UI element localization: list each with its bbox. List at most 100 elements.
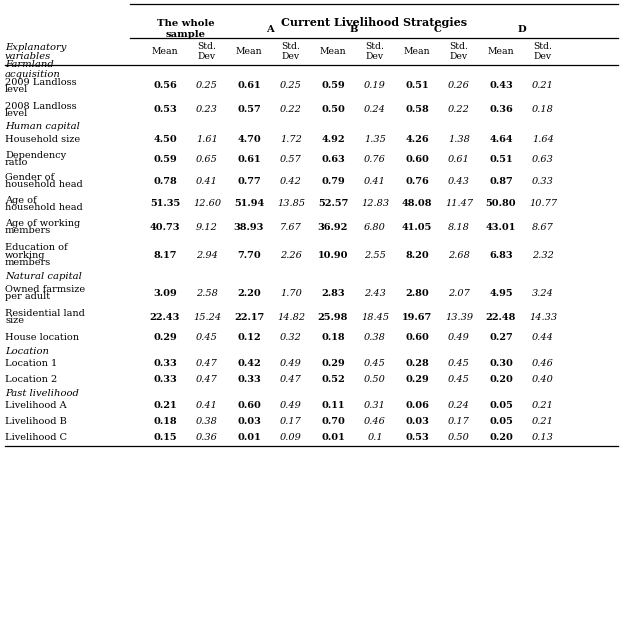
Text: 0.45: 0.45 (448, 375, 470, 384)
Text: 0.45: 0.45 (364, 360, 386, 369)
Text: B: B (350, 25, 358, 33)
Text: 0.09: 0.09 (280, 433, 302, 442)
Text: 0.50: 0.50 (448, 433, 470, 442)
Text: 0.43: 0.43 (489, 81, 513, 91)
Text: 0.33: 0.33 (532, 176, 554, 185)
Text: 0.53: 0.53 (405, 433, 429, 442)
Text: Current Livelihood Strategies: Current Livelihood Strategies (281, 18, 467, 28)
Text: Std.
Dev: Std. Dev (534, 42, 553, 61)
Text: level: level (5, 85, 28, 94)
Text: 0.60: 0.60 (237, 401, 261, 411)
Text: 0.28: 0.28 (405, 360, 429, 369)
Text: 0.51: 0.51 (489, 154, 513, 164)
Text: 41.05: 41.05 (402, 222, 432, 231)
Text: 0.38: 0.38 (196, 418, 218, 427)
Text: 12.60: 12.60 (193, 200, 221, 209)
Text: 52.57: 52.57 (318, 200, 348, 209)
Text: 2.43: 2.43 (364, 289, 386, 297)
Text: Household size: Household size (5, 135, 80, 144)
Text: 0.50: 0.50 (364, 375, 386, 384)
Text: 0.87: 0.87 (489, 176, 513, 185)
Text: 8.67: 8.67 (532, 222, 554, 231)
Text: 0.13: 0.13 (532, 433, 554, 442)
Text: 48.08: 48.08 (402, 200, 432, 209)
Text: Farmland
acquisition: Farmland acquisition (5, 60, 61, 79)
Text: 0.21: 0.21 (532, 81, 554, 91)
Text: 2.07: 2.07 (448, 289, 470, 297)
Text: 0.52: 0.52 (321, 375, 345, 384)
Text: 0.24: 0.24 (448, 401, 470, 411)
Text: 1.64: 1.64 (532, 135, 554, 144)
Text: 2.26: 2.26 (280, 251, 302, 260)
Text: Std.
Dev: Std. Dev (197, 42, 217, 61)
Text: 2008 Landloss: 2008 Landloss (5, 102, 77, 111)
Text: Age of working: Age of working (5, 219, 80, 228)
Text: 0.57: 0.57 (280, 154, 302, 164)
Text: household head: household head (5, 180, 83, 189)
Text: 0.21: 0.21 (153, 401, 177, 411)
Text: 0.20: 0.20 (489, 375, 513, 384)
Text: 0.27: 0.27 (489, 333, 513, 342)
Text: 0.11: 0.11 (322, 401, 345, 411)
Text: 0.32: 0.32 (280, 333, 302, 342)
Text: 0.53: 0.53 (153, 105, 177, 115)
Text: Explanatory: Explanatory (5, 43, 67, 52)
Text: members: members (5, 258, 51, 267)
Text: 0.49: 0.49 (280, 401, 302, 411)
Text: 0.60: 0.60 (405, 333, 429, 342)
Text: Std.
Dev: Std. Dev (365, 42, 384, 61)
Text: 0.33: 0.33 (153, 360, 177, 369)
Text: 0.41: 0.41 (196, 176, 218, 185)
Text: 14.33: 14.33 (529, 312, 557, 321)
Text: Dependency: Dependency (5, 151, 66, 160)
Text: 0.49: 0.49 (448, 333, 470, 342)
Text: 2.32: 2.32 (532, 251, 554, 260)
Text: 0.25: 0.25 (196, 81, 218, 91)
Text: 1.70: 1.70 (280, 289, 302, 297)
Text: 0.43: 0.43 (448, 176, 470, 185)
Text: A: A (266, 25, 274, 33)
Text: 13.39: 13.39 (445, 312, 473, 321)
Text: 38.93: 38.93 (234, 222, 264, 231)
Text: 0.26: 0.26 (448, 81, 470, 91)
Text: 8.17: 8.17 (153, 251, 176, 260)
Text: 0.51: 0.51 (405, 81, 429, 91)
Text: Owned farmsize: Owned farmsize (5, 285, 85, 294)
Text: Natural capital: Natural capital (5, 272, 82, 281)
Text: 7.70: 7.70 (237, 251, 261, 260)
Text: members: members (5, 226, 51, 235)
Text: 0.15: 0.15 (153, 433, 177, 442)
Text: 2.55: 2.55 (364, 251, 386, 260)
Text: 11.47: 11.47 (445, 200, 473, 209)
Text: 4.70: 4.70 (237, 135, 261, 144)
Text: 15.24: 15.24 (193, 312, 221, 321)
Text: Mean: Mean (488, 47, 514, 56)
Text: 0.33: 0.33 (237, 375, 261, 384)
Text: 0.24: 0.24 (364, 105, 386, 115)
Text: 0.58: 0.58 (405, 105, 429, 115)
Text: Education of: Education of (5, 243, 68, 252)
Text: 43.01: 43.01 (486, 222, 516, 231)
Text: 0.03: 0.03 (237, 418, 261, 427)
Text: 0.22: 0.22 (448, 105, 470, 115)
Text: 0.29: 0.29 (405, 375, 429, 384)
Text: 0.06: 0.06 (405, 401, 429, 411)
Text: per adult: per adult (5, 292, 50, 301)
Text: 2.80: 2.80 (405, 289, 429, 297)
Text: 0.36: 0.36 (489, 105, 513, 115)
Text: House location: House location (5, 333, 79, 342)
Text: 1.38: 1.38 (448, 135, 470, 144)
Text: Mean: Mean (152, 47, 178, 56)
Text: 0.49: 0.49 (280, 360, 302, 369)
Text: 7.67: 7.67 (280, 222, 302, 231)
Text: 0.31: 0.31 (364, 401, 386, 411)
Text: 0.63: 0.63 (532, 154, 554, 164)
Text: 0.20: 0.20 (489, 433, 513, 442)
Text: 2.68: 2.68 (448, 251, 470, 260)
Text: Location 1: Location 1 (5, 360, 57, 369)
Text: 19.67: 19.67 (402, 312, 432, 321)
Text: 0.12: 0.12 (237, 333, 261, 342)
Text: 6.80: 6.80 (364, 222, 386, 231)
Text: 40.73: 40.73 (149, 222, 180, 231)
Text: 0.44: 0.44 (532, 333, 554, 342)
